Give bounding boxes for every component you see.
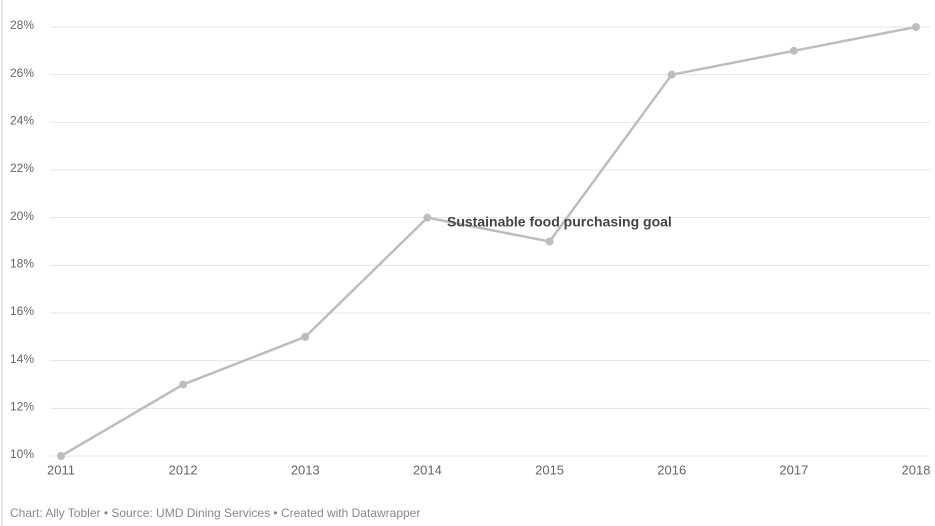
y-tick-label: 18% bbox=[10, 257, 34, 271]
y-tick-label: 16% bbox=[10, 304, 34, 318]
data-line bbox=[60, 25, 917, 458]
data-point bbox=[179, 380, 188, 389]
y-tick-label: 22% bbox=[10, 161, 34, 175]
y-tick-label: 20% bbox=[10, 209, 34, 223]
x-tick-label: 2011 bbox=[47, 462, 75, 477]
x-tick-label: 2017 bbox=[779, 462, 808, 477]
data-point bbox=[789, 46, 798, 55]
data-point bbox=[545, 237, 554, 246]
x-tick-label: 2015 bbox=[535, 462, 564, 477]
y-tick-label: 26% bbox=[10, 66, 34, 80]
y-tick-label: 28% bbox=[10, 18, 34, 32]
annotation: Sustainable food purchasing goal bbox=[447, 214, 672, 230]
data-point bbox=[667, 70, 676, 79]
x-tick-label: 2014 bbox=[413, 462, 442, 477]
x-tick-label: 2016 bbox=[657, 462, 686, 477]
x-tick-label: 2012 bbox=[169, 462, 198, 477]
data-point bbox=[912, 23, 920, 31]
data-point bbox=[301, 332, 310, 341]
y-tick-label: 14% bbox=[10, 352, 34, 366]
y-tick-label: 12% bbox=[10, 400, 34, 414]
x-tick-label: 2018 bbox=[902, 462, 931, 477]
footer: Chart: Ally Tobler • Source: UMD Dining … bbox=[10, 506, 420, 520]
data-point bbox=[57, 452, 65, 460]
y-tick-label: 24% bbox=[10, 114, 34, 128]
x-tick-label: 2013 bbox=[291, 462, 320, 477]
y-tick-label: 10% bbox=[10, 447, 34, 461]
data-point bbox=[423, 213, 432, 222]
